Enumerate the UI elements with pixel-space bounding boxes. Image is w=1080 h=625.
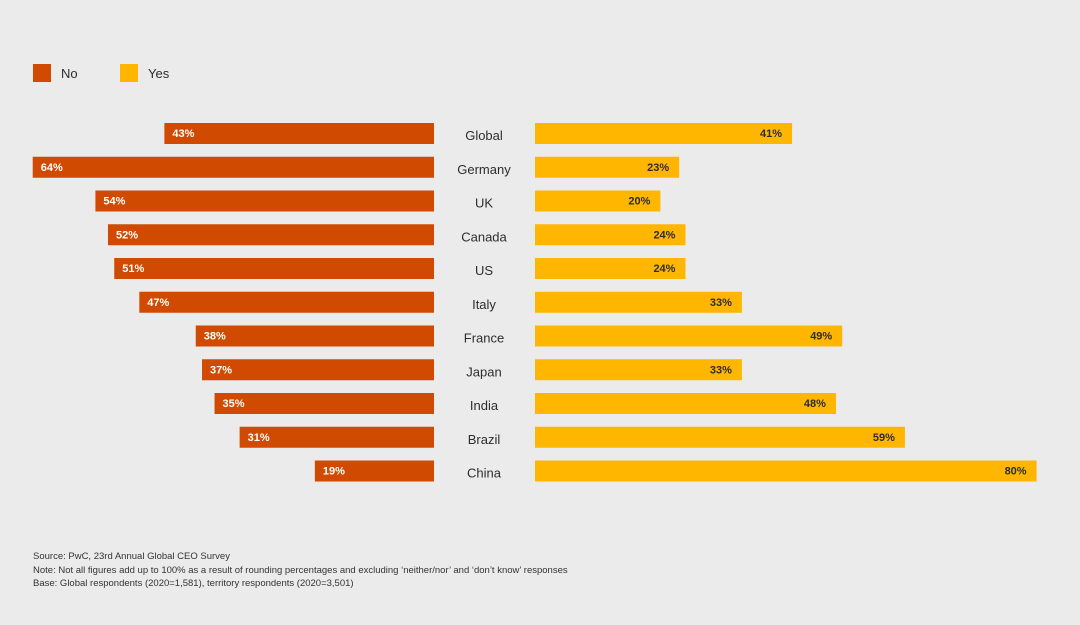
bar-no-france: [195, 325, 434, 347]
label-no-china: 19%: [323, 466, 345, 478]
label-no-us: 51%: [122, 263, 144, 275]
label-no-india: 35%: [223, 398, 245, 410]
bar-yes-us: [535, 258, 686, 279]
bar-no-japan: [202, 359, 434, 381]
label-yes-uk: 20%: [628, 196, 650, 208]
bar-no-brazil: [239, 426, 434, 448]
diverging-bar-chart: 43% 41% Global 64% 23% Germany 54% 20% UK 52% 24% C…: [32, 123, 1037, 482]
label-no-italy: 47%: [147, 297, 169, 309]
category-label-france: France: [464, 331, 504, 346]
category-label-germany: Germany: [457, 162, 511, 177]
label-yes-china: 80%: [1005, 466, 1027, 478]
label-yes-global: 41%: [760, 128, 782, 140]
category-label-india: India: [470, 398, 499, 413]
bar-yes-china: [535, 460, 1037, 482]
bar-no-global: [164, 123, 434, 144]
bar-yes-japan: [535, 359, 742, 381]
label-no-canada: 52%: [116, 229, 138, 241]
legend-swatch-no: [33, 64, 51, 82]
label-yes-india: 48%: [804, 398, 826, 410]
category-label-italy: Italy: [472, 297, 496, 312]
bar-no-us: [114, 258, 434, 279]
chart-footnotes: Source: PwC, 23rd Annual Global CEO Surv…: [33, 550, 568, 591]
legend-label-no: No: [61, 66, 78, 81]
bar-yes-italy: [535, 291, 742, 313]
label-yes-france: 49%: [810, 331, 832, 343]
bar-no-italy: [139, 291, 434, 313]
bar-yes-uk: [535, 190, 661, 212]
label-no-japan: 37%: [210, 364, 232, 376]
legend-swatch-yes: [120, 64, 138, 82]
rounding-note: Note: Not all figures add up to 100% as …: [33, 564, 568, 576]
label-yes-canada: 24%: [653, 229, 675, 241]
category-label-uk: UK: [475, 196, 493, 211]
bar-yes-global: [535, 123, 793, 144]
bar-no-uk: [95, 190, 435, 212]
label-yes-japan: 33%: [710, 364, 732, 376]
label-yes-germany: 23%: [647, 162, 669, 174]
bar-yes-brazil: [535, 426, 905, 448]
category-label-china: China: [467, 466, 502, 481]
category-label-canada: Canada: [461, 229, 507, 244]
bar-yes-france: [535, 325, 843, 347]
legend-label-yes: Yes: [148, 66, 170, 81]
bar-yes-germany: [535, 156, 680, 178]
category-label-global: Global: [465, 128, 503, 143]
bar-yes-canada: [535, 224, 686, 246]
bar-no-canada: [107, 224, 435, 246]
label-no-global: 43%: [172, 128, 194, 140]
bar-no-india: [214, 393, 434, 414]
label-yes-italy: 33%: [710, 297, 732, 309]
label-no-france: 38%: [204, 331, 226, 343]
source-note: Source: PwC, 23rd Annual Global CEO Surv…: [33, 551, 230, 562]
bar-no-china: [314, 460, 434, 482]
label-no-brazil: 31%: [248, 432, 270, 444]
bar-no-germany: [32, 156, 434, 178]
label-no-germany: 64%: [41, 162, 63, 174]
label-yes-us: 24%: [653, 263, 675, 275]
category-label-us: US: [475, 263, 493, 278]
bar-yes-india: [535, 393, 836, 414]
base-note: Base: Global respondents (2020=1,581), t…: [33, 578, 354, 589]
category-label-japan: Japan: [466, 364, 501, 379]
category-label-brazil: Brazil: [468, 432, 501, 447]
label-yes-brazil: 59%: [873, 432, 895, 444]
label-no-uk: 54%: [103, 196, 125, 208]
